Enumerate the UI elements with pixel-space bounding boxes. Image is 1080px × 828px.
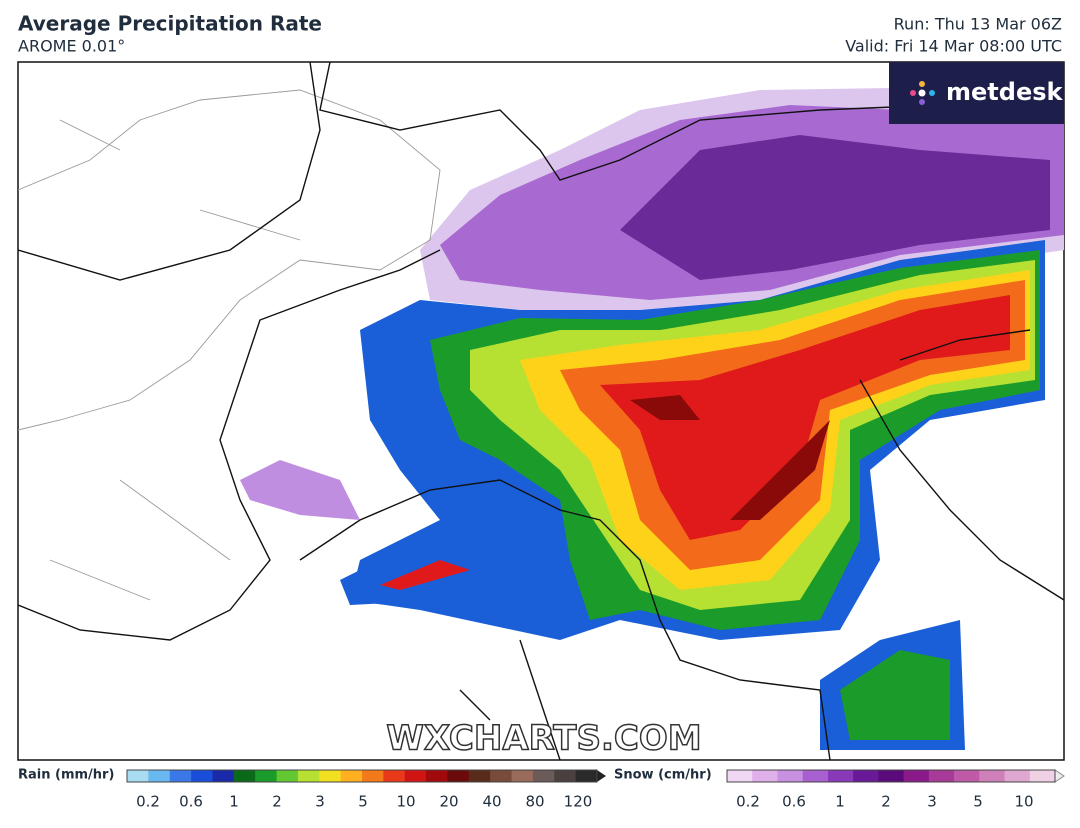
snow-bar-frame	[726, 769, 1056, 783]
snow-tick-label: 0.2	[736, 793, 760, 811]
logo: metdesk	[946, 78, 1064, 106]
rain-bar-frame	[126, 769, 598, 783]
rain-color-swatch	[319, 770, 342, 782]
valid-time: Valid: Fri 14 Mar 08:00 UTC	[845, 37, 1062, 56]
logo-icon	[910, 81, 935, 105]
snow-color-swatch	[777, 770, 804, 782]
legend: 0.2 0.6 1 2 3 5 10 20 40 80 120 0.2 0.6 1 2 3 5 10	[126, 769, 1065, 811]
rain-color-swatch	[468, 770, 491, 782]
rain-tick-label: 0.6	[179, 793, 203, 811]
rain-color-swatch	[490, 770, 513, 782]
snow-color-swatch	[802, 770, 829, 782]
rain-color-swatch	[127, 770, 149, 782]
rain-color-swatch	[340, 770, 363, 782]
rain-tick-label: 5	[358, 793, 368, 811]
snow-color-swatch	[954, 770, 980, 782]
snow-color-swatch	[1004, 770, 1031, 782]
title: Average Precipitation Rate	[18, 12, 322, 36]
watermark: WXCHARTS.COM	[386, 719, 701, 759]
rain-color-swatch	[447, 770, 470, 782]
rain-arrow	[597, 770, 606, 782]
snow-color-swatch	[827, 770, 854, 782]
rain-color-swatch	[148, 770, 171, 782]
rain-color-swatch	[212, 770, 235, 782]
rain-color-swatch	[255, 770, 278, 782]
snow-color-swatch	[752, 770, 778, 782]
snow-legend-label: Snow (cm/hr)	[614, 768, 712, 783]
snow-tick-label: 3	[927, 793, 937, 811]
snow-tick-label: 0.6	[782, 793, 806, 811]
snow-color-swatch	[1029, 770, 1056, 782]
rain-tick-label: 0.2	[136, 793, 160, 811]
rain-color-swatch	[233, 770, 256, 782]
rain-color-swatch	[362, 770, 384, 782]
snow-color-swatch	[979, 770, 1006, 782]
snow-color-swatch	[903, 770, 930, 782]
rain-color-swatch	[532, 770, 555, 782]
rain-tick-label: 3	[315, 793, 325, 811]
snow-tick-label: 5	[973, 793, 983, 811]
rain-tick-label: 1	[229, 793, 239, 811]
rain-color-swatch	[191, 770, 213, 782]
rain-color-swatch	[554, 770, 577, 782]
snow-color-swatch	[727, 770, 753, 782]
rain-tick-label: 20	[439, 793, 458, 811]
subtitle: AROME 0.01°	[18, 37, 125, 56]
rain-color-swatch	[426, 770, 448, 782]
snow-color-swatch	[928, 770, 955, 782]
snow-color-swatch	[878, 770, 905, 782]
rain-tick-label: 80	[525, 793, 544, 811]
snow-arrow	[1054, 769, 1065, 783]
rain-tick-label: 2	[272, 793, 282, 811]
rain-legend-label: Rain (mm/hr)	[18, 768, 114, 783]
rain-color-swatch	[169, 770, 192, 782]
rain-tick-label: 10	[396, 793, 415, 811]
snow-color-swatch	[853, 770, 879, 782]
rain-tick-label: 120	[564, 793, 593, 811]
map: metdesk WXCHARTS.COM	[17, 61, 1065, 761]
run-time: Run: Thu 13 Mar 06Z	[894, 15, 1062, 34]
rain-color-swatch	[404, 770, 427, 782]
rain-color-swatch	[276, 770, 299, 782]
snow-tick-label: 1	[835, 793, 845, 811]
rain-tick-label: 40	[482, 793, 501, 811]
snow-tick-label: 10	[1014, 793, 1033, 811]
snow-tick-label: 2	[881, 793, 891, 811]
rain-color-swatch	[383, 770, 406, 782]
rain-color-swatch	[575, 770, 598, 782]
rain-color-swatch	[297, 770, 320, 782]
rain-color-swatch	[511, 770, 534, 782]
